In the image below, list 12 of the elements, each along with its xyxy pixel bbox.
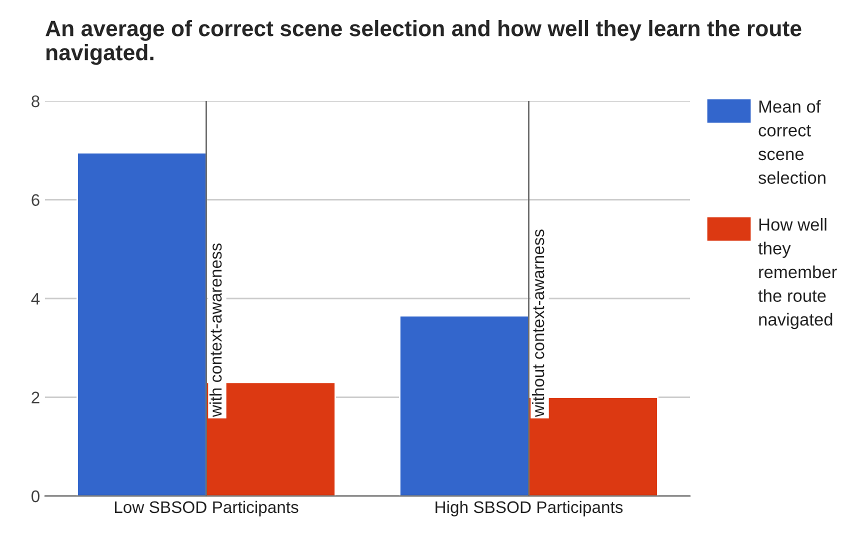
y-tick-label: 8 [32,95,40,108]
x-tick-label: High SBSOD Participants [436,500,623,516]
y-tick-label: 0 [32,490,40,502]
legend-label: Mean of correct scene selection [758,100,826,184]
legend-label: How well they remember the route navigated [758,218,837,330]
ref-line-label: with context-awareness [209,243,222,418]
x-tick-label: Low SBSOD Participants [114,500,298,516]
chart-title: An average of correct scene selection and how well they learn the route navigated. [46,20,802,65]
y-tick-label: 2 [32,392,40,404]
y-tick-label: 4 [31,293,40,305]
ref-line-label: without context-awarness [532,230,544,418]
y-tick-label: 6 [32,194,40,206]
